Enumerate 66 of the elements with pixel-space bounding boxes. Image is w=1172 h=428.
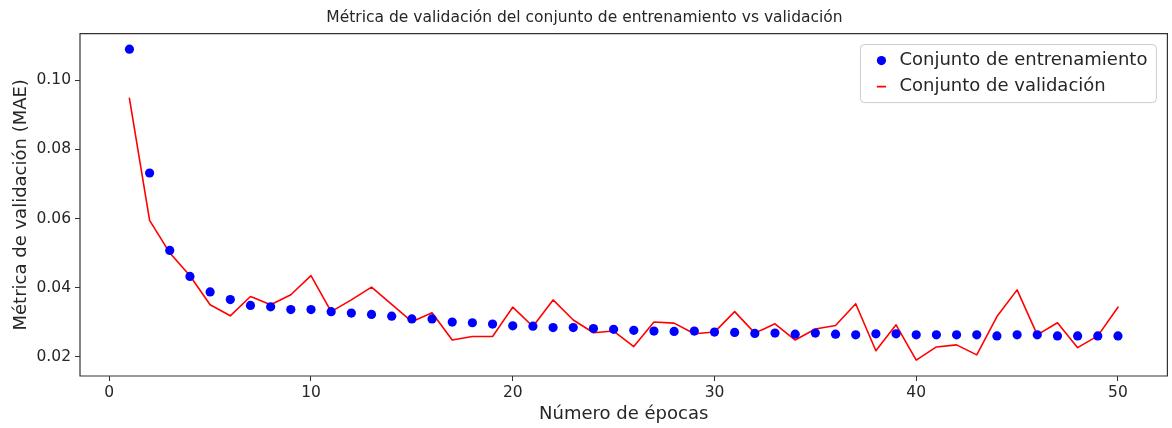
point (286, 305, 296, 315)
legend-label: Conjunto de validación (899, 74, 1106, 96)
point (750, 328, 760, 339)
legend-label: Conjunto de entrenamiento (899, 48, 1148, 70)
point (992, 331, 1002, 341)
point (205, 287, 215, 297)
point (225, 294, 235, 305)
point (649, 326, 659, 336)
point (689, 326, 699, 336)
y-tick-label: 0.08 (36, 139, 71, 158)
y-tick-label: 0.10 (36, 70, 71, 89)
point (346, 308, 356, 318)
point (366, 309, 377, 320)
x-tick-label: 40 (906, 383, 927, 402)
point (588, 324, 599, 334)
point (810, 328, 820, 338)
point (306, 305, 316, 315)
point (871, 329, 881, 339)
point (145, 168, 155, 178)
y-tick-label: 0.04 (36, 277, 71, 296)
y-axis-title: Métrica de validación (MAE) (9, 79, 31, 331)
x-tick-label: 10 (301, 383, 321, 402)
point (851, 330, 861, 340)
point (266, 302, 276, 312)
point (427, 314, 437, 324)
x-tick-label: 0 (104, 383, 115, 402)
x-tick-label: 50 (1108, 383, 1128, 402)
point (931, 330, 941, 340)
point (528, 321, 538, 331)
point (568, 322, 578, 333)
point (951, 330, 962, 340)
point (709, 327, 720, 337)
point (830, 329, 841, 339)
point (124, 44, 135, 54)
point (245, 300, 256, 311)
point (790, 329, 800, 339)
point (911, 330, 921, 340)
point (165, 245, 175, 256)
point (1012, 330, 1022, 340)
point (407, 314, 417, 324)
x-axis-title: Número de épocas (539, 401, 709, 423)
point (669, 326, 679, 336)
point (548, 322, 558, 333)
point (387, 311, 397, 321)
y-tick-label: 0.06 (36, 208, 71, 227)
point (972, 330, 982, 340)
x-tick-label: 30 (704, 383, 725, 402)
point (447, 317, 457, 327)
point (730, 327, 740, 338)
point (609, 324, 619, 334)
point (326, 307, 336, 317)
point (1032, 330, 1042, 340)
point (770, 328, 780, 338)
y-tick-label: 0.02 (36, 347, 71, 366)
point (629, 325, 639, 335)
point (891, 329, 901, 339)
x-tick-label: 20 (502, 383, 523, 402)
point (1113, 331, 1123, 341)
point (487, 319, 498, 329)
point (1052, 331, 1063, 341)
point (185, 271, 195, 281)
point (1073, 331, 1083, 341)
point (467, 318, 477, 328)
chart-title: Métrica de validación del conjunto de entrenamiento vs validación (326, 8, 843, 27)
point (1093, 331, 1103, 341)
point (508, 321, 518, 331)
